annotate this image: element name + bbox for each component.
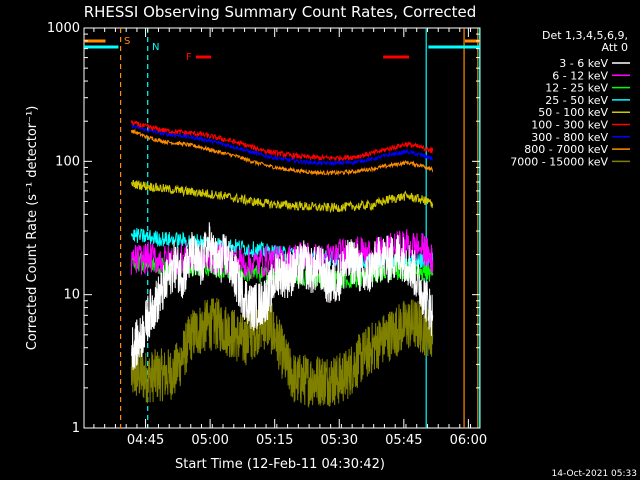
axes: 1 10 100 1000 04:45 05:00 05:15 05:30 05:45 06:00 [47, 21, 487, 448]
series-line-50-100keV [130, 179, 434, 214]
legend-entry-label: 100 - 300 keV [531, 119, 608, 132]
event-bars: S N F [84, 36, 480, 63]
y-axis-label: Corrected Count Rate (s⁻¹ detector⁻¹) [25, 106, 40, 351]
y-tick-label: 100 [55, 154, 80, 169]
x-axis-label: Start Time (12-Feb-11 04:30:42) [175, 457, 385, 472]
legend-header-line: Det 1,3,4,5,6,9, [542, 29, 628, 42]
series-line-800-7000keV [130, 128, 434, 177]
event-label-n: N [152, 42, 159, 53]
event-label-s: S [124, 36, 130, 47]
y-tick-label: 10 [63, 288, 80, 303]
series-line-300-800keV [131, 123, 433, 167]
event-bar-s-0 [84, 39, 106, 43]
x-tick-label: 05:30 [321, 433, 358, 448]
chart-title: RHESSI Observing Summary Count Rates, Co… [84, 3, 477, 21]
event-bar-f-0 [195, 55, 211, 59]
series-layer [130, 120, 434, 409]
legend-entry-label: 3 - 6 keV [559, 57, 608, 70]
legend-header-line: Att 0 [602, 41, 628, 54]
series-line-3-6keV [131, 222, 434, 371]
legend-entry-label: 50 - 100 keV [538, 106, 608, 119]
x-tick-label: 04:45 [127, 433, 164, 448]
event-bar-n-1 [428, 45, 480, 49]
x-tick-label: 05:15 [256, 433, 293, 448]
y-tick-label: 1 [72, 421, 80, 436]
legend-entry-label: 7000 - 15000 keV [510, 155, 608, 168]
x-tick-label: 05:00 [191, 433, 228, 448]
legend-entry-label: 6 - 12 keV [552, 69, 608, 82]
event-marker-lines [119, 28, 481, 428]
series-line-7000-15000keV [130, 297, 434, 409]
x-tick-label: 06:00 [450, 433, 487, 448]
x-tick-label: 05:45 [385, 433, 422, 448]
footer-date: 14-Oct-2021 05:33 [552, 469, 637, 479]
event-bar-f-1 [383, 55, 409, 59]
y-tick-label: 1000 [47, 21, 80, 36]
series-line-100-300keV [130, 120, 434, 162]
legend-entry-label: 300 - 800 keV [531, 131, 608, 144]
event-label-f: F [186, 52, 192, 63]
event-bar-s-1 [464, 39, 480, 43]
legend-entry-label: 800 - 7000 keV [524, 143, 608, 156]
event-bar-n-0 [84, 45, 119, 49]
legend-entry-label: 25 - 50 keV [545, 94, 608, 107]
legend-entry-label: 12 - 25 keV [545, 82, 608, 95]
